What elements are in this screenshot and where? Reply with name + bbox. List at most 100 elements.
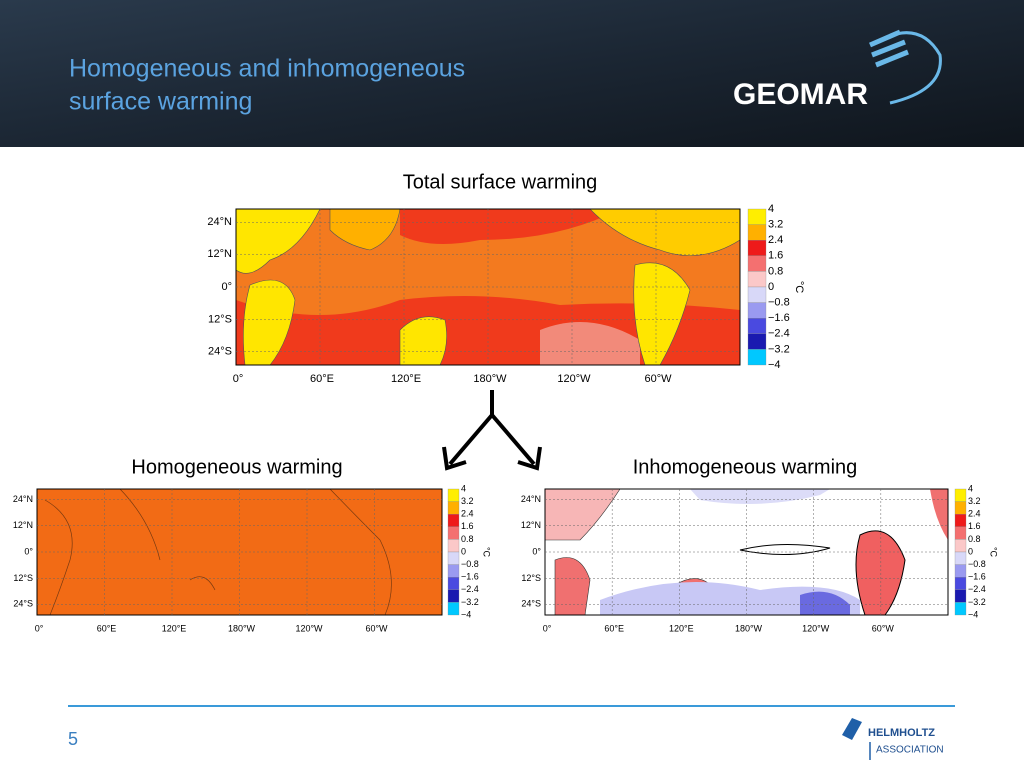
colorbar-segment	[954, 501, 967, 515]
lat-label: 0°	[532, 546, 541, 556]
lon-label: 120°E	[391, 373, 421, 385]
colorbar-segment	[747, 224, 767, 241]
colorbar-segment	[447, 602, 460, 616]
colorbar-segment	[447, 514, 460, 527]
colorbar-label: −2.4	[768, 328, 790, 340]
colorbar-label: 1.6	[968, 521, 981, 531]
lon-label: 120°W	[557, 373, 591, 385]
colorbar-segment	[747, 286, 767, 303]
lat-label: 24°S	[13, 599, 33, 609]
map-title: Homogeneous warming	[131, 456, 342, 478]
colorbar-label: 4	[461, 483, 466, 493]
colorbar-segment	[954, 602, 967, 616]
lat-label: 12°N	[521, 520, 541, 530]
lon-label: 60°E	[604, 623, 624, 633]
logo-swoosh	[879, 31, 942, 105]
lon-label: 60°W	[872, 623, 895, 633]
colorbar-label: −4	[461, 609, 471, 619]
colorbar-label: 3.2	[768, 219, 783, 231]
lon-label: 120°E	[669, 623, 694, 633]
map-title: Inhomogeneous warming	[633, 456, 858, 478]
colorbar-label: −2.4	[968, 584, 986, 594]
colorbar-label: −4	[768, 359, 781, 371]
colorbar-segment	[747, 302, 767, 319]
lon-label: 0°	[233, 373, 244, 385]
colorbar-segment	[954, 488, 967, 502]
colorbar-label: −1.6	[968, 572, 986, 582]
lat-label: 12°S	[208, 314, 232, 326]
lat-label: 24°N	[207, 216, 232, 228]
helmholtz-logo: HELMHOLTZ ASSOCIATION	[842, 718, 944, 760]
colorbar-label: 1.6	[768, 250, 783, 262]
colorbar-segment	[447, 577, 460, 590]
lon-label: 60°W	[365, 623, 388, 633]
colorbar-segment	[954, 564, 967, 578]
lon-label: 180°W	[473, 373, 507, 385]
logo-line: ASSOCIATION	[876, 745, 944, 756]
colorbar-segment	[747, 240, 767, 256]
lon-label: 60°E	[97, 623, 117, 633]
colorbar-label: −0.8	[461, 559, 479, 569]
page-number: 5	[68, 729, 78, 749]
colorbar-segment	[447, 501, 460, 515]
colorbar-label: 2.4	[968, 509, 981, 519]
colorbar-segment	[954, 577, 967, 590]
lat-label: 24°S	[208, 346, 232, 358]
colorbar-label: 3.2	[968, 496, 981, 506]
colorbar-label: 0.8	[768, 265, 783, 277]
lon-label: 180°W	[735, 623, 763, 633]
geomar-logo: GEOMAR	[733, 29, 942, 111]
lat-label: 12°S	[13, 573, 33, 583]
colorbar-segment	[954, 551, 967, 565]
colorbar-label: −2.4	[461, 584, 479, 594]
colorbar-label: 3.2	[461, 496, 474, 506]
colorbar-label: 0	[768, 281, 774, 293]
colorbar-label: 2.4	[768, 234, 783, 246]
lon-label: 120°W	[295, 623, 323, 633]
lat-label: 24°N	[521, 494, 541, 504]
colorbar-label: −1.6	[461, 572, 479, 582]
colorbar-segment	[447, 564, 460, 578]
lat-label: 24°S	[521, 599, 541, 609]
colorbar-label: 4	[968, 483, 973, 493]
colorbar-label: 1.6	[461, 521, 474, 531]
header-title: Homogeneous and inhomogeneous	[69, 55, 465, 83]
colorbar-label: −0.8	[968, 559, 986, 569]
colorbar-segment	[447, 539, 460, 553]
colorbar-segment	[747, 349, 767, 366]
lat-label: 24°N	[13, 494, 33, 504]
map-title: Total surface warming	[403, 171, 598, 193]
colorbar-unit: °C	[793, 281, 805, 293]
colorbar-segment	[447, 526, 460, 540]
colorbar-segment	[747, 208, 767, 225]
lat-label: 12°N	[13, 520, 33, 530]
colorbar-segment	[954, 589, 967, 603]
lat-label: 0°	[221, 281, 232, 293]
colorbar-label: −3.2	[968, 597, 986, 607]
logo-stripes	[869, 29, 909, 68]
logo-text: GEOMAR	[733, 78, 868, 111]
colorbar-segment	[747, 333, 767, 350]
logo-line: HELMHOLTZ	[868, 727, 935, 739]
lat-label: 12°N	[207, 248, 232, 260]
colorbar-segment	[747, 318, 767, 334]
colorbar-label: −3.2	[768, 343, 790, 355]
lon-label: 120°W	[802, 623, 830, 633]
lon-label: 0°	[543, 623, 552, 633]
colorbar-label: 4	[768, 203, 774, 215]
colorbar-segment	[447, 488, 460, 502]
colorbar-label: 0	[968, 546, 973, 556]
colorbar-unit: °C	[989, 547, 999, 558]
colorbar-segment	[954, 526, 967, 540]
colorbar-label: 2.4	[461, 509, 474, 519]
lon-label: 60°E	[310, 373, 334, 385]
colorbar-label: 0.8	[461, 534, 474, 544]
header-title: surface warming	[69, 88, 252, 116]
colorbar-label: −0.8	[768, 297, 790, 309]
colorbar-unit: °C	[482, 547, 492, 558]
lat-label: 0°	[24, 546, 33, 556]
arrows	[442, 390, 542, 471]
colorbar-label: 0.8	[968, 534, 981, 544]
